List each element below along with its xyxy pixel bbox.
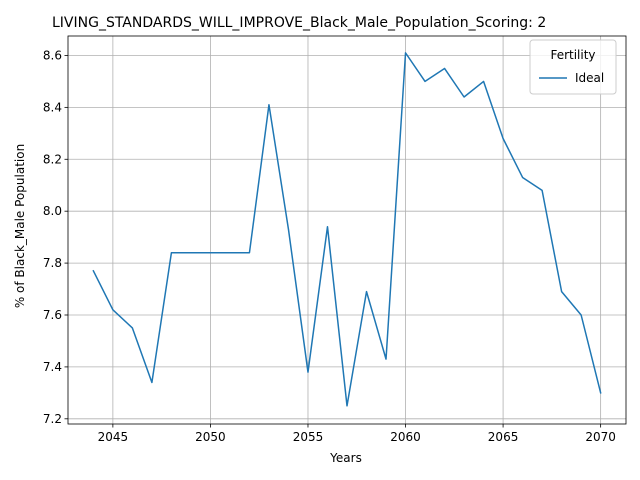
- x-tick-label: 2070: [585, 430, 616, 444]
- x-tick-label: 2050: [195, 430, 226, 444]
- series-line-ideal: [92, 52, 602, 407]
- legend-frame: [529, 39, 617, 95]
- legend: Fertility Ideal: [529, 39, 617, 95]
- y-tick-label: 7.4: [43, 360, 62, 374]
- series-layer: [92, 52, 602, 407]
- x-tick-label: 2045: [98, 430, 129, 444]
- plot-frame: [67, 35, 627, 425]
- x-axis-label: Years: [329, 451, 362, 465]
- y-tick-label: 7.6: [43, 308, 62, 322]
- legend-label-ideal: Ideal: [575, 71, 604, 85]
- y-tick-label: 8.4: [43, 100, 62, 114]
- x-tick-label: 2055: [293, 430, 324, 444]
- x-tick-label: 2060: [390, 430, 421, 444]
- y-tick-label: 8.0: [43, 204, 62, 218]
- x-axis: 2045 2050 2055 2060 2065 2070: [98, 424, 616, 444]
- y-tick-label: 7.2: [43, 412, 62, 426]
- y-axis: 7.2 7.4 7.6 7.8 8.0 8.2 8.4 8.6: [43, 48, 68, 426]
- chart-title: LIVING_STANDARDS_WILL_IMPROVE_Black_Male…: [52, 15, 546, 31]
- legend-title: Fertility: [550, 48, 595, 62]
- y-tick-label: 7.8: [43, 256, 62, 270]
- y-axis-label: % of Black_Male Population: [13, 144, 27, 308]
- x-tick-label: 2065: [488, 430, 519, 444]
- y-tick-label: 8.2: [43, 152, 62, 166]
- y-tick-label: 8.6: [43, 48, 62, 62]
